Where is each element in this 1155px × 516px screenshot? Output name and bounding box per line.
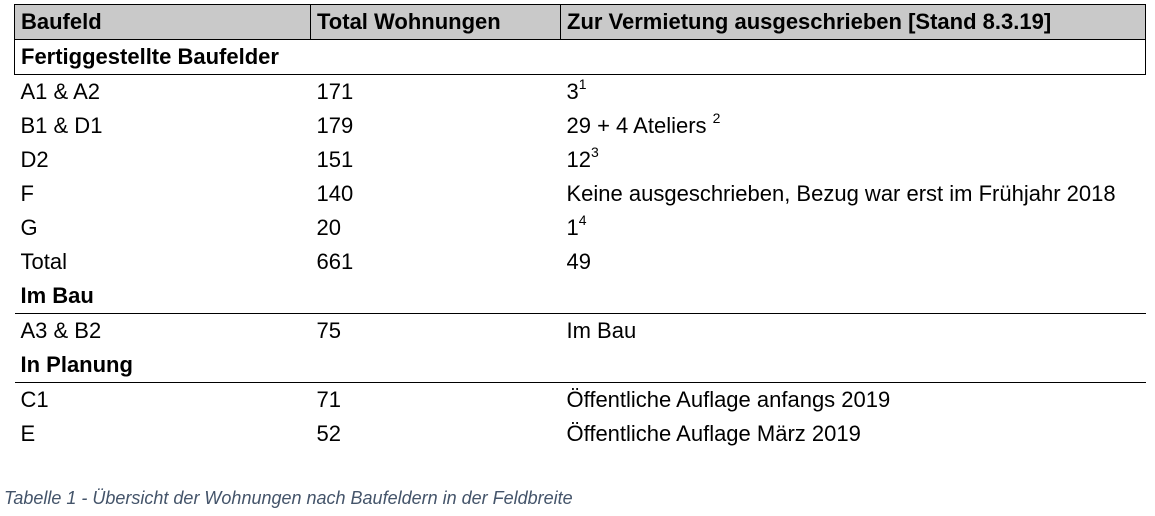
cell-vermietung: 14 (561, 211, 1146, 245)
table-row: C1 71 Öffentliche Auflage anfangs 2019 (15, 383, 1146, 418)
cell-baufeld: Total (20, 249, 67, 274)
cell-vermietung: Im Bau (566, 318, 637, 343)
cell-vermietung: Öffentliche Auflage März 2019 (566, 421, 861, 446)
cell-total: 661 (316, 249, 354, 274)
cell-baufeld: A3 & B2 (20, 318, 102, 343)
cell-vermietung-text: 1 (566, 215, 579, 240)
cell-total: 171 (316, 79, 354, 104)
cell-baufeld: D2 (20, 147, 49, 172)
header-vermietung: Zur Vermietung ausgeschrieben [Stand 8.3… (560, 4, 1146, 40)
cell-vermietung: 123 (561, 143, 1146, 177)
apartments-table: Baufeld Total Wohnungen Zur Vermietung a… (14, 4, 1146, 451)
cell-vermietung-text: 12 (566, 147, 591, 172)
table-row-total: Total 661 49 (15, 245, 1146, 279)
table-caption: Tabelle 1 - Übersicht der Wohnungen nach… (4, 488, 573, 508)
section-heading-row: Im Bau (14, 279, 1146, 314)
cell-baufeld: A1 & A2 (20, 79, 101, 104)
cell-total: 71 (316, 387, 341, 412)
table-row: E 52 Öffentliche Auflage März 2019 (15, 417, 1146, 451)
cell-vermietung-text: 29 + 4 Ateliers (566, 113, 713, 138)
footnote-marker: 2 (712, 109, 721, 126)
table-row: F 140 Keine ausgeschrieben, Bezug war er… (15, 177, 1146, 211)
footnote-marker: 1 (578, 75, 587, 92)
cell-total: 140 (316, 181, 354, 206)
cell-baufeld: C1 (20, 387, 49, 412)
cell-baufeld: B1 & D1 (20, 113, 103, 138)
table-row: G 20 14 (15, 211, 1146, 245)
cell-total: 75 (316, 318, 341, 343)
section-title: Im Bau (14, 279, 1146, 314)
cell-vermietung: Öffentliche Auflage anfangs 2019 (566, 387, 891, 412)
cell-vermietung-text: 3 (566, 79, 579, 104)
cell-total: 179 (316, 113, 354, 138)
table-row: B1 & D1 179 29 + 4 Ateliers 2 (15, 109, 1146, 143)
cell-baufeld: G (20, 215, 38, 240)
table-header-row: Baufeld Total Wohnungen Zur Vermietung a… (14, 4, 1146, 40)
section-title: Fertiggestellte Baufelder (14, 39, 1146, 75)
table-row: D2 151 123 (15, 143, 1146, 177)
cell-baufeld: E (20, 421, 36, 446)
table-row: A1 & A2 171 31 (15, 75, 1146, 110)
cell-total: 52 (316, 421, 341, 446)
header-baufeld: Baufeld (14, 4, 311, 40)
cell-vermietung: 29 + 4 Ateliers 2 (561, 109, 1146, 143)
section-heading-row: Fertiggestellte Baufelder (14, 39, 1146, 75)
cell-total: 151 (316, 147, 354, 172)
header-total-wohnungen: Total Wohnungen (310, 4, 561, 40)
section-title: In Planung (14, 348, 1146, 383)
cell-total: 20 (316, 215, 341, 240)
section-heading-row: In Planung (14, 348, 1146, 383)
cell-vermietung: 31 (561, 75, 1146, 110)
cell-vermietung: 49 (566, 249, 591, 274)
cell-baufeld: F (20, 181, 34, 206)
footnote-marker: 3 (590, 143, 599, 160)
footnote-marker: 4 (578, 211, 587, 228)
table-row: A3 & B2 75 Im Bau (15, 314, 1146, 349)
cell-vermietung: Keine ausgeschrieben, Bezug war erst im … (566, 181, 1116, 206)
